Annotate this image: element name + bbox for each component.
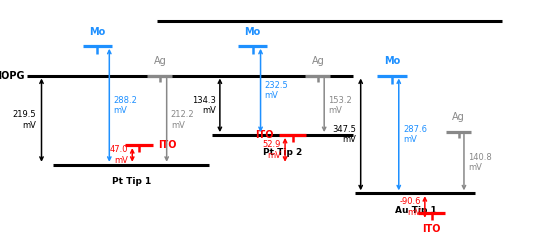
Text: Pt Tip 1: Pt Tip 1	[111, 177, 151, 186]
Text: Ag: Ag	[311, 56, 324, 66]
Text: Mo: Mo	[245, 27, 261, 37]
Text: 232.5
mV: 232.5 mV	[265, 81, 288, 100]
Text: 347.5
mV: 347.5 mV	[333, 125, 356, 144]
Text: 219.5
mV: 219.5 mV	[13, 110, 36, 130]
Text: -90.6
mV: -90.6 mV	[399, 197, 421, 217]
Text: ITO: ITO	[422, 224, 441, 234]
Text: 52.9
mV: 52.9 mV	[262, 140, 281, 159]
Text: Pt Tip 2: Pt Tip 2	[263, 148, 302, 157]
Text: Mo: Mo	[89, 27, 105, 37]
Text: Au Tip 1: Au Tip 1	[395, 206, 436, 215]
Text: ITO: ITO	[256, 130, 274, 140]
Text: Mo: Mo	[384, 56, 400, 66]
Text: 288.2
mV: 288.2 mV	[114, 96, 137, 115]
Text: HOPG: HOPG	[0, 71, 24, 81]
Text: 134.3
mV: 134.3 mV	[192, 96, 216, 115]
Text: 153.2
mV: 153.2 mV	[328, 96, 352, 115]
Text: Ag: Ag	[154, 56, 166, 66]
Text: ITO: ITO	[158, 140, 176, 150]
Text: 47.0
mV: 47.0 mV	[110, 145, 128, 165]
Text: 140.8
mV: 140.8 mV	[468, 153, 492, 172]
Text: 212.2
mV: 212.2 mV	[171, 110, 194, 130]
Text: Ag: Ag	[452, 112, 465, 122]
Text: 287.6
mV: 287.6 mV	[403, 125, 427, 144]
